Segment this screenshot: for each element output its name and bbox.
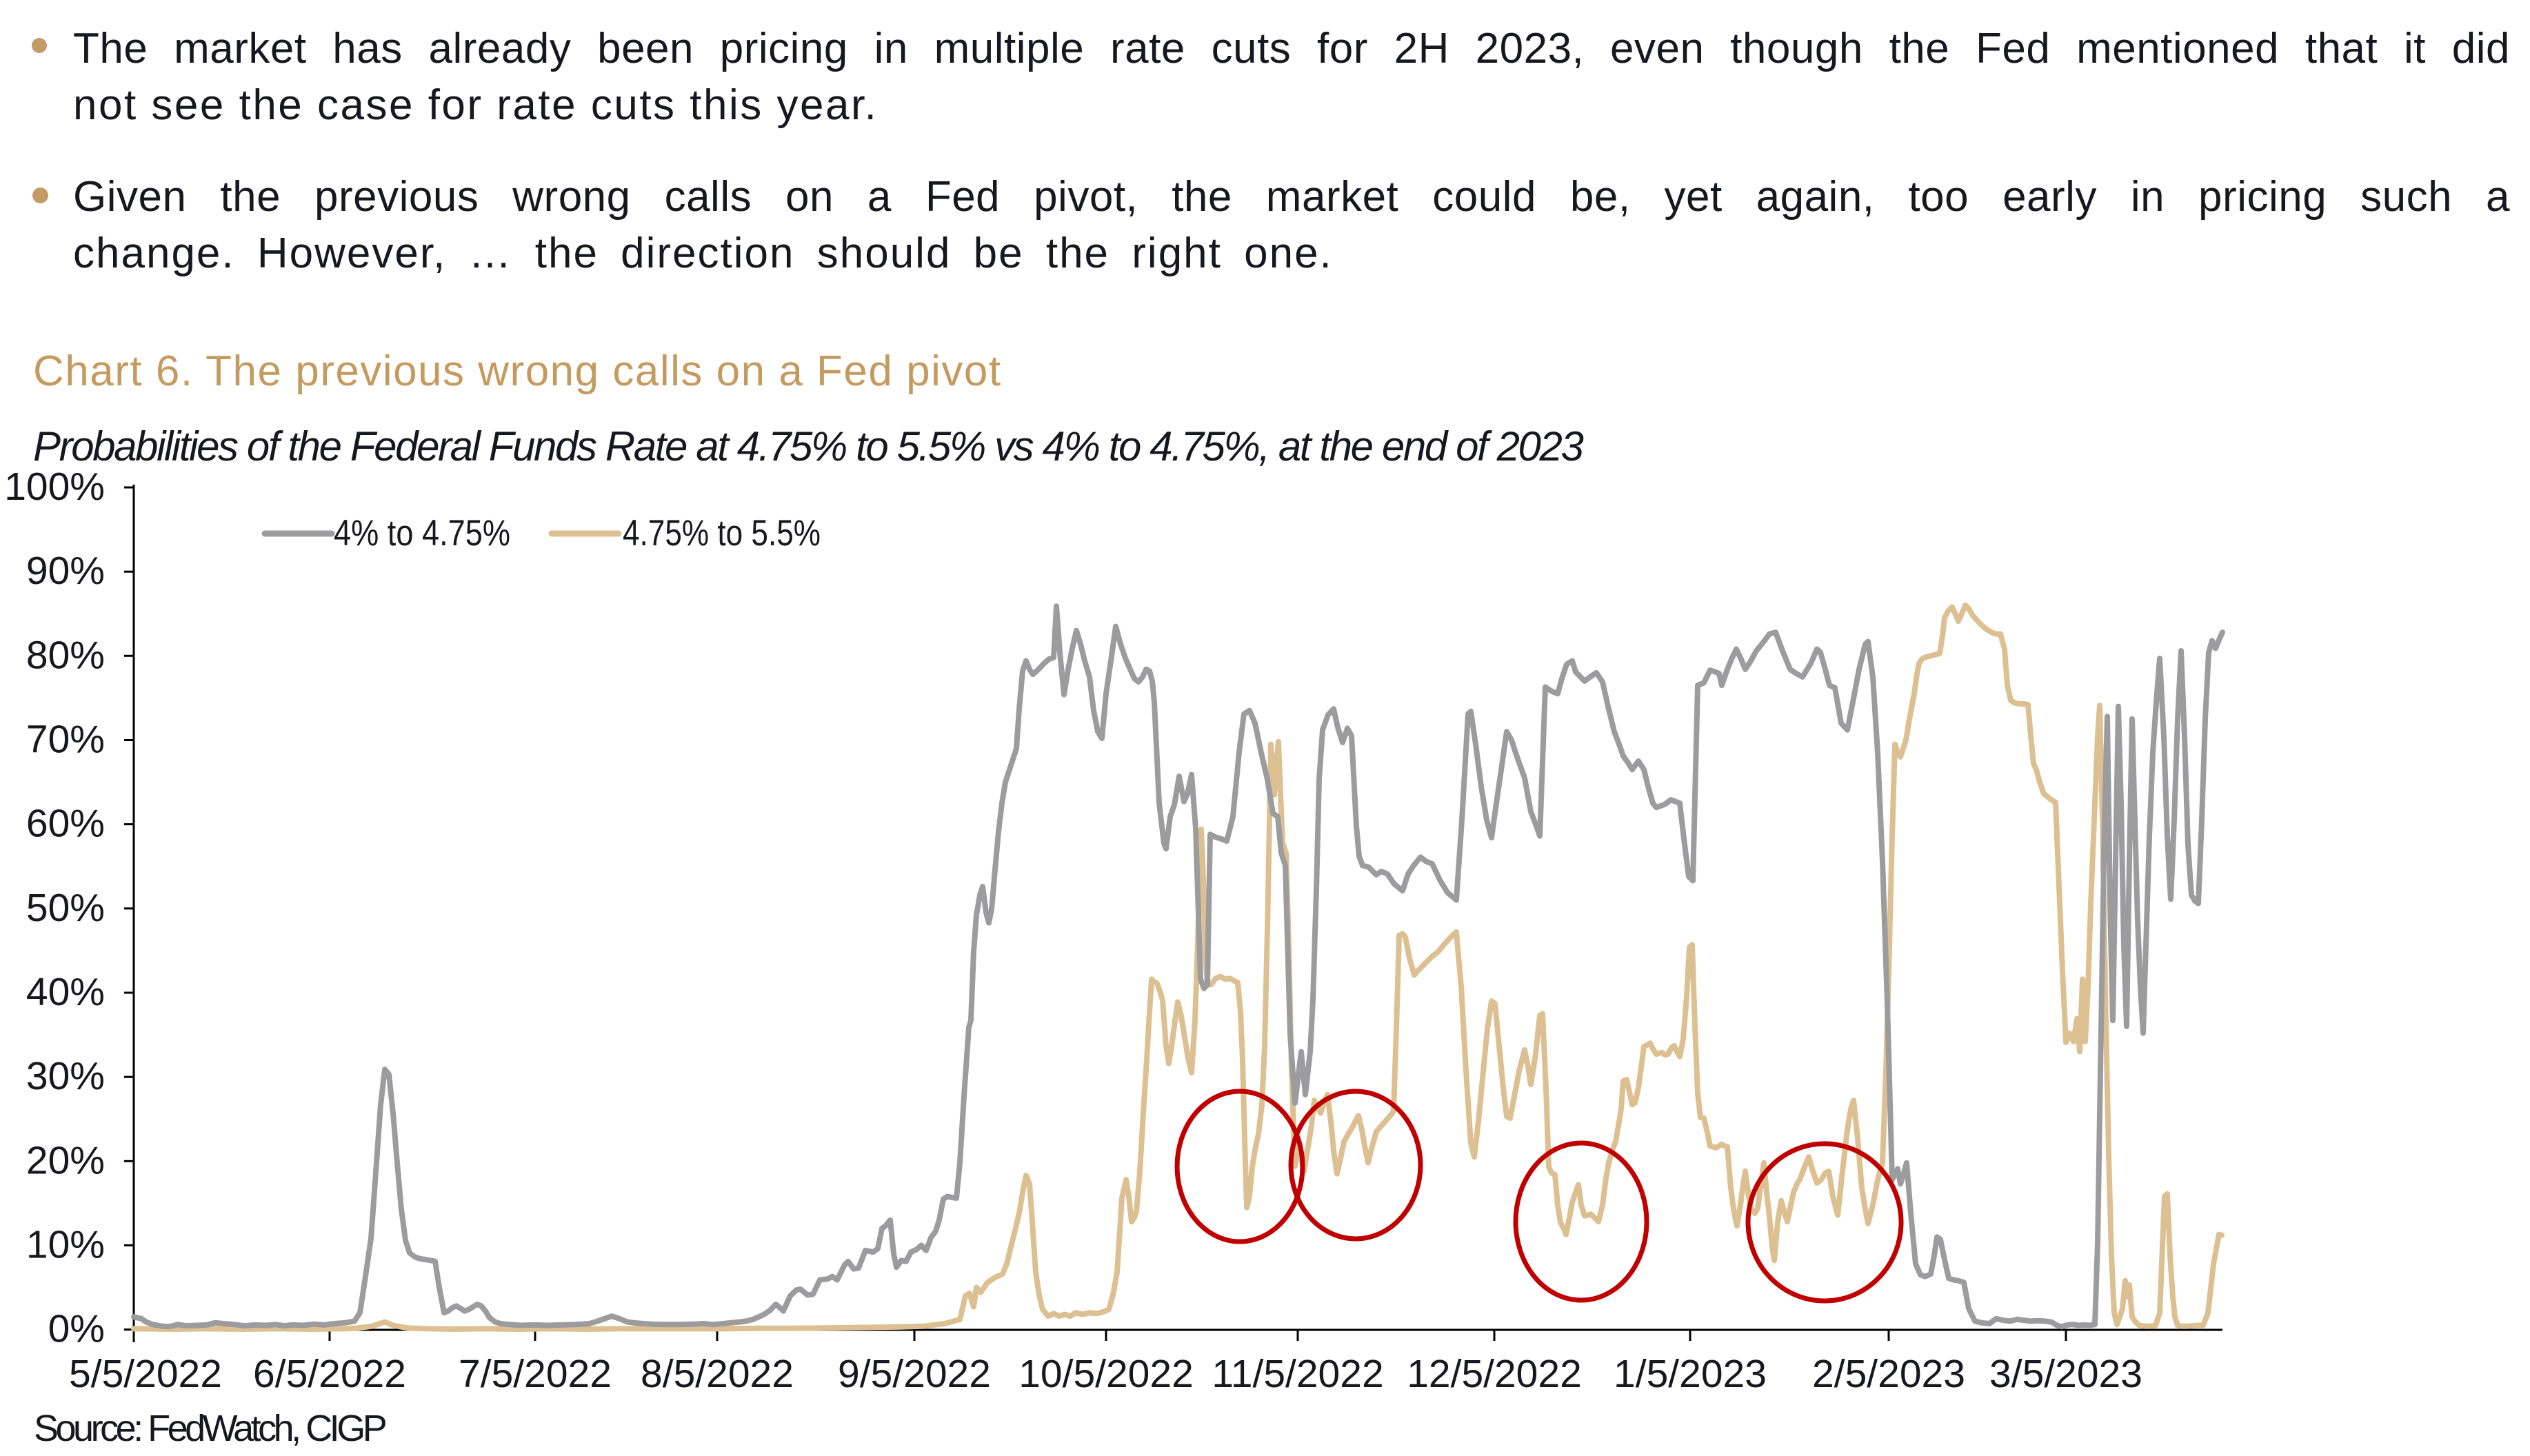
svg-text:70%: 70% bbox=[26, 718, 105, 762]
svg-text:100%: 100% bbox=[4, 465, 105, 509]
svg-text:9/5/2022: 9/5/2022 bbox=[838, 1352, 991, 1396]
svg-text:20%: 20% bbox=[26, 1138, 105, 1182]
svg-text:10/5/2022: 10/5/2022 bbox=[1018, 1352, 1194, 1396]
svg-text:12/5/2022: 12/5/2022 bbox=[1407, 1352, 1582, 1396]
svg-text:8/5/2022: 8/5/2022 bbox=[641, 1352, 794, 1396]
svg-text:7/5/2022: 7/5/2022 bbox=[459, 1352, 612, 1396]
svg-text:3/5/2023: 3/5/2023 bbox=[1989, 1352, 2142, 1396]
svg-text:2/5/2023: 2/5/2023 bbox=[1812, 1352, 1965, 1396]
svg-text:30%: 30% bbox=[26, 1054, 105, 1098]
svg-text:4% to 4.75%: 4% to 4.75% bbox=[334, 513, 510, 554]
svg-text:4.75% to 5.5%: 4.75% to 5.5% bbox=[623, 513, 821, 554]
svg-text:5/5/2022: 5/5/2022 bbox=[69, 1352, 222, 1396]
svg-text:10%: 10% bbox=[26, 1222, 105, 1266]
svg-text:40%: 40% bbox=[26, 970, 105, 1014]
svg-text:60%: 60% bbox=[26, 802, 105, 846]
svg-text:50%: 50% bbox=[26, 886, 105, 930]
svg-text:0%: 0% bbox=[48, 1307, 105, 1351]
svg-text:6/5/2022: 6/5/2022 bbox=[253, 1352, 406, 1396]
svg-text:80%: 80% bbox=[26, 633, 105, 677]
svg-text:1/5/2023: 1/5/2023 bbox=[1614, 1352, 1767, 1396]
svg-text:11/5/2022: 11/5/2022 bbox=[1212, 1352, 1383, 1396]
svg-text:90%: 90% bbox=[26, 549, 105, 593]
